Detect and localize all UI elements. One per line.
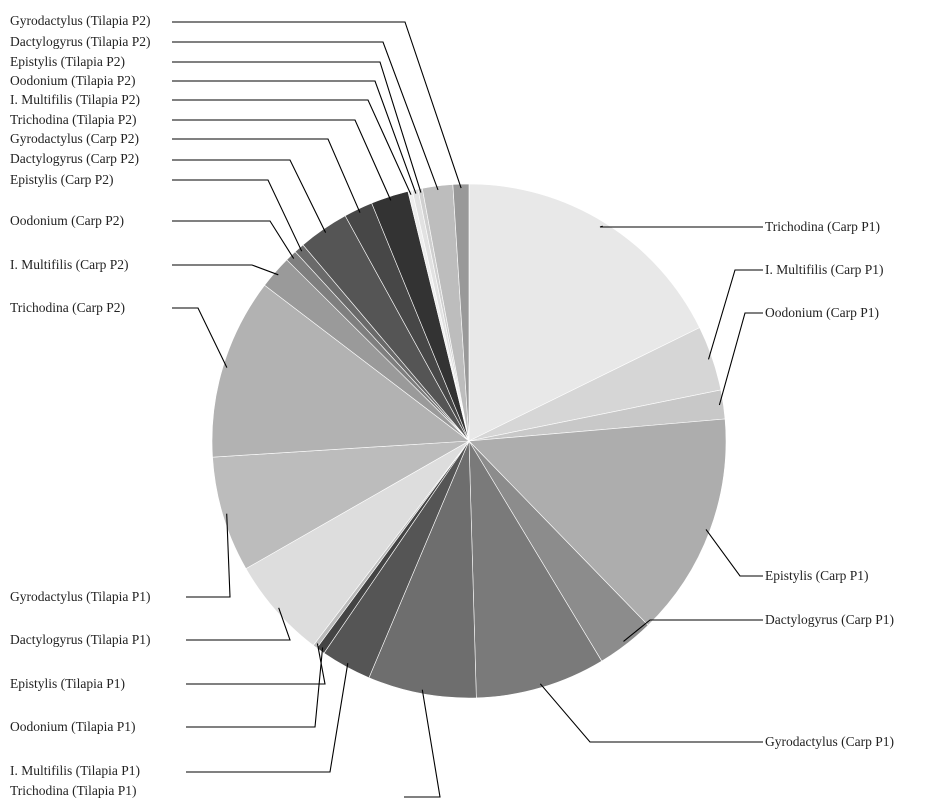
leader-gyrodactylus-carp-p2 [172,138,361,213]
leader-lines [172,21,763,798]
label-multifilis-carp-p2: I. Multifilis (Carp P2) [10,257,129,272]
leader-epistylis-carp-p1 [705,529,763,577]
label-oodonium-carp-p2: Oodonium (Carp P2) [10,213,124,228]
label-trichodina-carp-p1: Trichodina (Carp P1) [765,219,880,234]
label-epistylis-carp-p1: Epistylis (Carp P1) [765,568,869,583]
label-dactylogyrus-carp-p2: Dactylogyrus (Carp P2) [10,151,139,166]
leader-i-multifilis-tilapia-p2 [172,99,412,195]
leader-oodonium-tilapia-p2 [172,80,417,194]
leader-trichodina-tilapia-p1 [404,689,441,798]
leader-i-multifilis-carp-p2 [172,264,279,276]
label-oodonium-tilapia-p1: Oodonium (Tilapia P1) [10,719,136,734]
label-gyrodactylus-carp-p2: Gyrodactylus (Carp P2) [10,131,139,146]
label-epistylis-tilapia-p2: Epistylis (Tilapia P2) [10,54,125,69]
label-gyrodactylus-tilapia-p2: Gyrodactylus (Tilapia P2) [10,13,151,28]
leader-dactylogyrus-carp-p2 [172,159,327,233]
label-dactylogyrus-tilapia-p2: Dactylogyrus (Tilapia P2) [10,34,151,49]
slice-gyrodactylus-carp-p1 [468,439,603,699]
slice-trichodina-carp-p2 [211,284,470,458]
leader-gyrodactylus-carp-p1 [539,683,763,743]
leader-oodonium-carp-p1 [718,312,763,406]
leader-trichodina-tilapia-p2 [172,119,392,201]
label-trichodina-tilapia-p2: Trichodina (Tilapia P2) [10,112,137,127]
label-gyrodactylus-carp-p1: Gyrodactylus (Carp P1) [765,734,894,749]
leader-dactylogyrus-carp-p1 [623,619,763,642]
label-oodonium-carp-p1: Oodonium (Carp P1) [765,305,879,320]
leader-epistylis-carp-p2 [172,179,303,252]
pie-slices [211,183,727,699]
leader-gyrodactylus-tilapia-p1 [186,513,231,598]
label-oodonium-tilapia-p2: Oodonium (Tilapia P2) [10,73,136,88]
label-multifilis-carp-p1: I. Multifilis (Carp P1) [765,262,884,277]
slice-gyrodactylus-tilapia-p1 [212,440,470,570]
leader-dactylogyrus-tilapia-p2 [172,41,439,191]
slice-trichodina-tilapia-p1 [368,440,477,699]
label-trichodina-tilapia-p1: Trichodina (Tilapia P1) [10,783,137,798]
label-multifilis-tilapia-p1: I. Multifilis (Tilapia P1) [10,763,140,778]
label-multifilis-tilapia-p2: I. Multifilis (Tilapia P2) [10,92,140,107]
leader-i-multifilis-tilapia-p1 [186,663,349,773]
leader-oodonium-carp-p2 [172,220,295,259]
leader-dactylogyrus-tilapia-p1 [186,607,291,641]
slice-epistylis-carp-p1 [468,418,727,626]
leader-trichodina-carp-p2 [172,307,228,368]
label-dactylogyrus-carp-p1: Dactylogyrus (Carp P1) [765,612,894,627]
leader-i-multifilis-carp-p1 [707,269,763,360]
leader-gyrodactylus-tilapia-p2 [172,21,462,189]
slice-labels: Trichodina (Carp P1) I. Multifilis (Carp… [10,13,894,798]
label-epistylis-carp-p2: Epistylis (Carp P2) [10,172,114,187]
leader-trichodina-carp-p1 [599,225,763,228]
leader-epistylis-tilapia-p2 [172,61,422,193]
leader-epistylis-tilapia-p1 [186,643,326,685]
slice-gyrodactylus-tilapia-p2 [452,183,470,442]
slice-trichodina-carp-p1 [468,183,701,442]
label-trichodina-carp-p2: Trichodina (Carp P2) [10,300,125,315]
label-dactylogyrus-tilapia-p1: Dactylogyrus (Tilapia P1) [10,632,151,647]
label-epistylis-tilapia-p1: Epistylis (Tilapia P1) [10,676,125,691]
leader-oodonium-tilapia-p1 [186,647,324,728]
label-gyrodactylus-tilapia-p1: Gyrodactylus (Tilapia P1) [10,589,151,604]
